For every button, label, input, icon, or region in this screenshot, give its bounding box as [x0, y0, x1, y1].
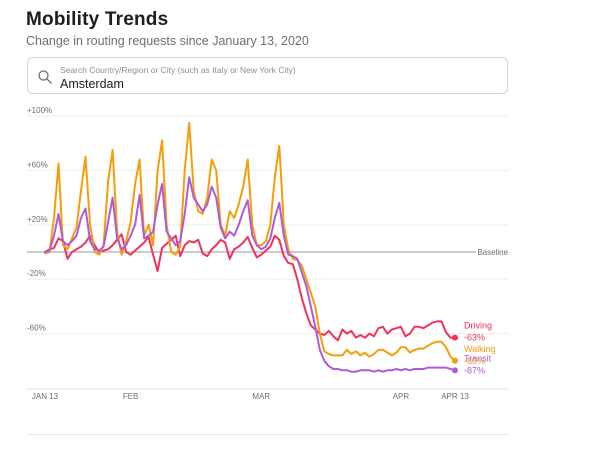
page-title: Mobility Trends: [26, 9, 169, 30]
y-tick-label: -60%: [27, 324, 46, 333]
series-name-label: Driving: [464, 321, 492, 331]
series-line-walking: [44, 121, 456, 362]
series-end-dot-transit: [452, 367, 458, 374]
y-tick-label: +100%: [27, 106, 52, 115]
x-tick-label: MAR: [252, 392, 270, 401]
series-end-dot-walking: [452, 357, 458, 364]
y-tick-label: +60%: [27, 160, 48, 169]
search-input[interactable]: Amsterdam: [60, 77, 124, 91]
x-tick-label: JAN 13: [32, 392, 59, 401]
y-tick-label: +20%: [27, 215, 48, 224]
footer-divider: [27, 434, 508, 435]
x-tick-label: APR 13: [441, 392, 469, 401]
baseline-label: Baseline: [477, 248, 508, 257]
mobility-chart: +100% +60% +20% -20% -60% Baseline JAN 13 FEB MA…: [27, 106, 510, 401]
search-icon: [38, 70, 52, 84]
search-placeholder: Search Country/Region or City (such as I…: [60, 65, 296, 75]
series-end-dot-driving: [452, 334, 458, 341]
y-tick-label: -20%: [27, 269, 46, 278]
series-name-label: Walking: [464, 344, 496, 354]
x-tick-label: APR: [393, 392, 410, 401]
series-value-label: -63%: [464, 333, 485, 343]
x-tick-label: FEB: [123, 392, 139, 401]
series-line-driving: [44, 233, 456, 342]
chart-labels: +100% +60% +20% -20% -60% Baseline JAN 13 FEB MA…: [27, 106, 510, 401]
chart-series: [44, 121, 458, 374]
page-subtitle: Change in routing requests since January…: [26, 34, 309, 48]
series-line-transit: [44, 176, 456, 373]
search-field[interactable]: Search Country/Region or City (such as I…: [27, 57, 508, 94]
chart-grid: [27, 115, 508, 390]
series-value-label: -80%: [464, 356, 485, 366]
series-name-label: Transit: [464, 353, 492, 363]
series-value-label: -87%: [464, 365, 485, 375]
